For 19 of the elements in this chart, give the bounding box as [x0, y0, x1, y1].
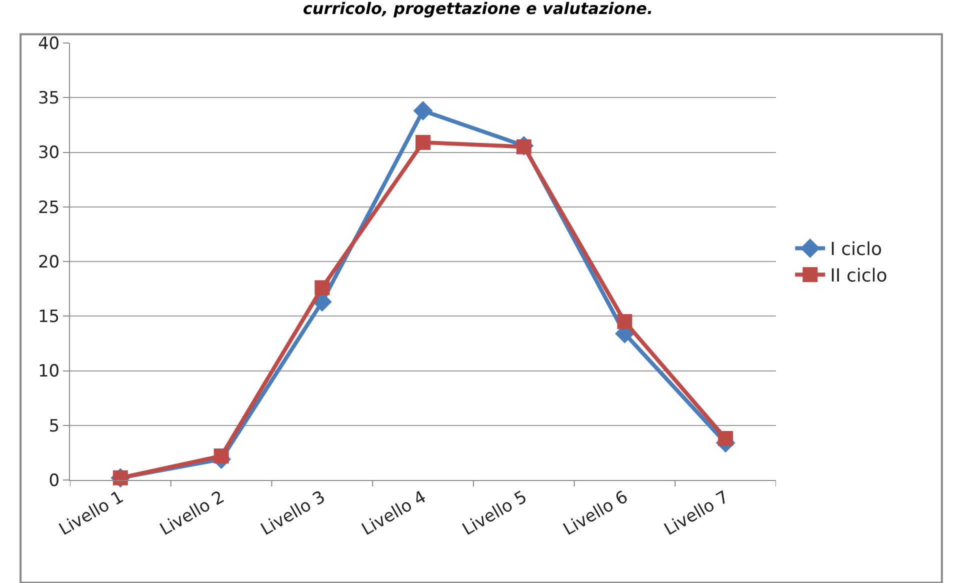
point: [214, 448, 229, 464]
y-tick-label: 20: [38, 252, 60, 272]
y-tick-label: 35: [38, 88, 60, 109]
point: [617, 314, 632, 330]
y-tick-label: 5: [48, 416, 60, 436]
legend-label: II ciclo: [830, 266, 888, 287]
point: [314, 280, 330, 296]
point: [413, 100, 433, 120]
point: [516, 139, 532, 154]
y-tick-label: 10: [38, 362, 60, 382]
y-tick-label: 40: [38, 34, 60, 54]
y-tick-label: 25: [38, 198, 60, 218]
point: [718, 430, 734, 446]
chart-title: curricolo, progettazione e valutazione.: [302, 0, 654, 18]
y-tick-label: 15: [38, 307, 60, 328]
point: [416, 134, 430, 150]
y-tick-label: 0: [48, 470, 60, 491]
y-tick-label: 30: [38, 143, 60, 164]
legend-label: I ciclo: [830, 239, 882, 260]
